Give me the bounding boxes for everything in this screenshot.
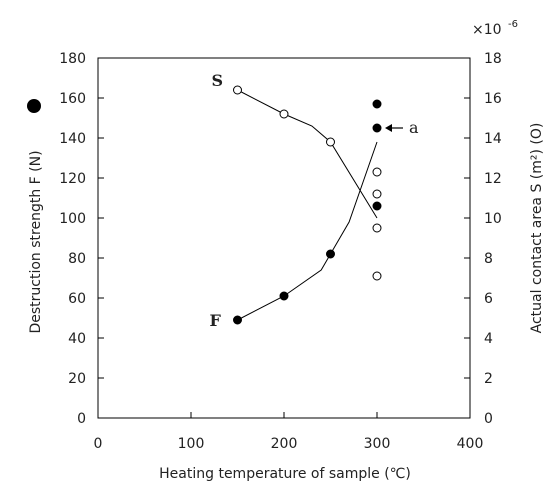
x-tick-label: 300 [364, 436, 391, 452]
annotation-a-arrowhead [385, 124, 392, 132]
right-axis-multiplier: ×10 -6 [472, 19, 518, 38]
right-y-tick-label: 16 [484, 91, 502, 107]
filled-circle-legend-icon [27, 99, 41, 113]
series-s-point [372, 189, 382, 199]
series-f-label: F [210, 311, 222, 330]
series-s-point [372, 223, 382, 233]
series-f-point [372, 123, 382, 133]
series-s-point [326, 137, 335, 147]
tick-labels: 0 100 200 300 400020406080100120140160180024… [59, 51, 502, 452]
left-y-tick-label: 180 [59, 51, 86, 67]
plot-axes [97, 57, 471, 419]
data-points [233, 85, 382, 325]
left-axis-label-group: Destruction strength F (N) [27, 99, 44, 334]
left-y-tick-label: 140 [59, 131, 86, 147]
right-y-axis-label: Actual contact area S (m²) (O) [529, 123, 545, 334]
right-y-tick-label: 6 [484, 291, 493, 307]
series-s-point [233, 85, 242, 95]
left-y-tick-label: 120 [59, 171, 86, 187]
series-s-label: S [212, 71, 224, 90]
left-y-tick-label: 80 [68, 251, 86, 267]
multiplier-base: ×10 [472, 22, 502, 38]
series-f-point [372, 201, 382, 211]
right-y-tick-label: 0 [484, 411, 493, 427]
x-tick-label: 100 [178, 436, 205, 452]
left-y-tick-label: 0 [77, 411, 86, 427]
series-s-point [372, 167, 382, 177]
series-s-point [372, 271, 382, 281]
right-y-tick-label: 18 [484, 51, 502, 67]
axis-labels: Heating temperature of sample (℃) Destru… [27, 19, 545, 482]
right-y-tick-label: 2 [484, 371, 493, 387]
right-y-tick-label: 10 [484, 211, 502, 227]
trend-lines [237, 89, 378, 321]
right-y-tick-label: 12 [484, 171, 502, 187]
x-tick-label: 200 [271, 436, 298, 452]
left-y-tick-label: 60 [68, 291, 86, 307]
x-tick-label: 400 [457, 436, 484, 452]
series-s-point [279, 109, 289, 119]
left-y-tick-label: 40 [68, 331, 86, 347]
series-f-point [372, 99, 382, 109]
right-y-tick-label: 8 [484, 251, 493, 267]
series-s-trend-line [237, 89, 378, 219]
annotations: S Fa [210, 71, 420, 330]
multiplier-exponent: -6 [508, 19, 518, 30]
right-y-tick-label: 14 [484, 131, 502, 147]
left-y-tick-label: 100 [59, 211, 86, 227]
annotation-a-label: a [409, 118, 419, 137]
x-tick-label: 0 [94, 436, 103, 452]
series-f-trend-line [237, 141, 378, 321]
series-f-point [279, 291, 289, 301]
x-axis-label: Heating temperature of sample (℃) [159, 466, 411, 482]
left-y-tick-label: 20 [68, 371, 86, 387]
right-y-tick-label: 4 [484, 331, 493, 347]
series-f-point [233, 315, 242, 325]
left-y-axis-label: Destruction strength F (N) [28, 150, 44, 333]
left-y-tick-label: 160 [59, 91, 86, 107]
series-f-point [326, 249, 335, 259]
